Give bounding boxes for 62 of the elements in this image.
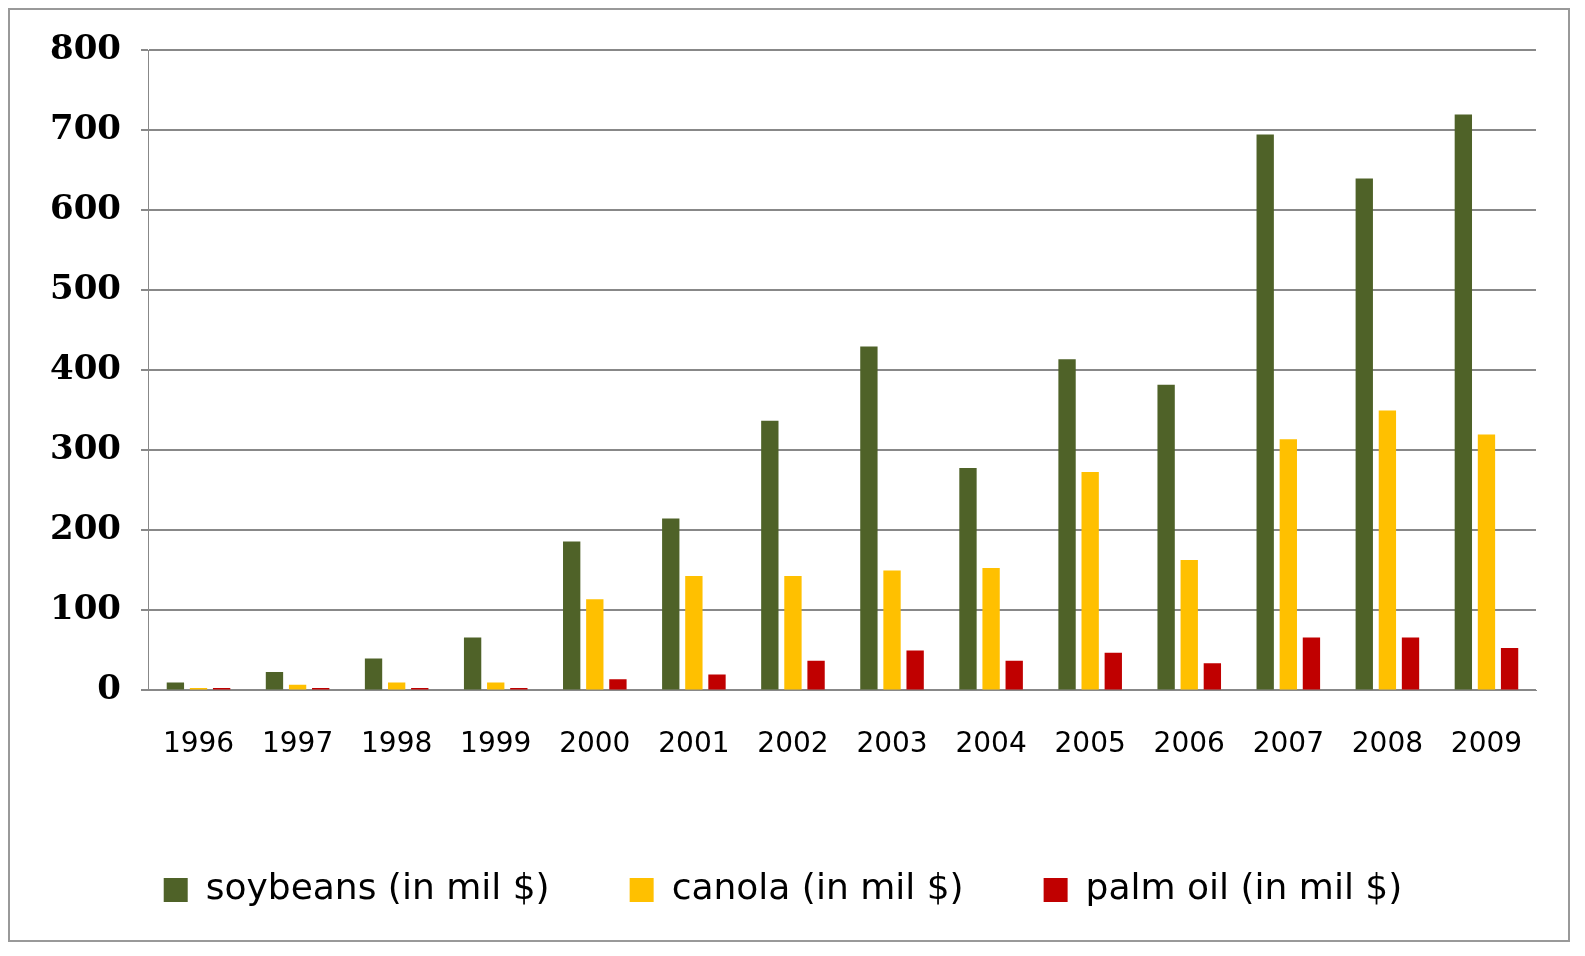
bar (1500, 648, 1519, 690)
y-tick-label: 800 (49, 27, 121, 68)
bar (761, 420, 779, 690)
bar (1279, 439, 1297, 690)
legend-label: canola (in mil $) (671, 866, 964, 908)
bar (906, 650, 924, 690)
bar (586, 599, 604, 690)
bar (387, 682, 406, 690)
y-tick-label: 0 (97, 667, 121, 708)
bar (1477, 434, 1496, 690)
x-tick-label: 2006 (1153, 726, 1225, 760)
x-tick-label: 2002 (757, 726, 829, 760)
y-tick-label: 700 (49, 107, 121, 148)
y-tick-label: 600 (49, 187, 121, 228)
x-tick-label: 2007 (1252, 726, 1324, 760)
bar (563, 541, 581, 690)
bar (364, 658, 383, 690)
x-tick-label: 2001 (658, 726, 730, 760)
bar (1401, 637, 1420, 690)
y-tick-label: 300 (49, 427, 121, 468)
bar (1081, 472, 1099, 690)
bar (708, 674, 726, 690)
bar (1203, 663, 1222, 690)
bar (807, 660, 825, 690)
legend-label: soybeans (in mil $) (205, 866, 550, 908)
bar (1104, 652, 1122, 690)
y-tick-label: 400 (49, 347, 121, 388)
x-tick-label: 2003 (856, 726, 928, 760)
x-tick-label: 1997 (261, 726, 334, 760)
x-tick-label: 2008 (1351, 726, 1424, 760)
bar (1058, 359, 1076, 690)
bar (883, 570, 901, 690)
bar (1180, 560, 1198, 690)
bar (860, 346, 878, 690)
bar (662, 518, 680, 690)
x-tick-label: 2005 (1054, 726, 1126, 760)
bar (1355, 178, 1373, 690)
bar (1256, 134, 1274, 690)
bar (982, 568, 1000, 690)
bar (1157, 384, 1175, 690)
bar (166, 682, 185, 690)
bar (959, 468, 977, 690)
bar (1302, 637, 1321, 690)
bar (1378, 410, 1397, 690)
x-tick-label: 2004 (955, 726, 1027, 760)
bar (463, 637, 482, 690)
bar (609, 679, 627, 690)
y-tick-label: 100 (49, 587, 121, 628)
bar (487, 682, 505, 690)
bar (685, 576, 703, 690)
bar (1454, 114, 1473, 690)
x-tick-label: 1999 (460, 726, 532, 760)
bar (1005, 660, 1023, 690)
y-tick-label: 500 (49, 267, 121, 308)
x-tick-label: 1996 (162, 726, 235, 760)
x-tick-label: 1998 (361, 726, 433, 760)
legend-label: palm oil (in mil $) (1085, 866, 1403, 908)
bar (784, 576, 802, 690)
bar (265, 672, 284, 690)
x-tick-label: 2009 (1450, 726, 1523, 760)
x-tick-label: 2000 (559, 726, 631, 760)
y-tick-label: 200 (49, 507, 121, 548)
